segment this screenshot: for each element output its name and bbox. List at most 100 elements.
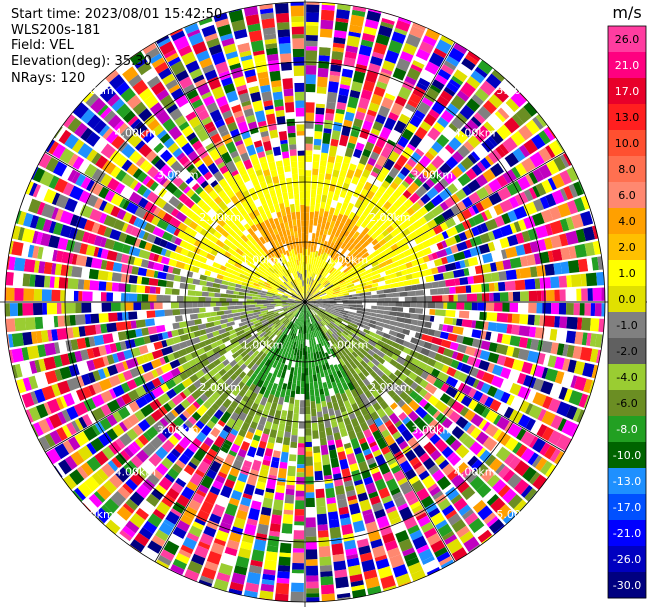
radar-gate [418, 206, 429, 216]
radar-gate [365, 482, 377, 495]
radar-gate [271, 334, 278, 341]
radar-gate [266, 351, 272, 358]
radar-gate [324, 112, 335, 121]
radar-gate [217, 419, 226, 427]
radar-gate [534, 314, 541, 326]
radar-gate [256, 302, 263, 305]
radar-gate [459, 260, 466, 269]
radar-gate [363, 512, 376, 525]
radar-gate [256, 423, 265, 432]
radar-gate [457, 481, 470, 494]
radar-gate [382, 532, 396, 544]
radar-gate [291, 211, 296, 220]
radar-gate [338, 230, 346, 239]
radar-gate [137, 267, 148, 277]
radar-gate [351, 206, 359, 214]
radar-gate [214, 423, 224, 432]
radar-gate [456, 335, 464, 344]
radar-gate [509, 257, 522, 269]
radar-gate [230, 443, 241, 454]
radar-gate [380, 215, 388, 223]
radar-gate [376, 407, 387, 419]
radar-gate [122, 503, 135, 514]
radar-gate [355, 483, 366, 495]
radar-gate [261, 345, 269, 353]
radar-gate [403, 376, 414, 387]
radar-gate [305, 291, 308, 300]
radar-gate [388, 76, 403, 91]
radar-gate [576, 288, 582, 301]
radar-gate [384, 274, 391, 281]
radar-gate [474, 525, 488, 538]
radar-gate [424, 382, 438, 395]
radar-gate [488, 93, 503, 109]
radar-gate [100, 292, 107, 302]
radar-gate [354, 315, 364, 321]
radar-gate [446, 451, 457, 461]
radar-gate [277, 196, 284, 204]
radar-gate [305, 136, 313, 144]
radar-gate [306, 581, 319, 589]
radar-gate [399, 481, 413, 495]
radar-gate [305, 446, 313, 452]
radar-gate [357, 136, 367, 145]
radar-gate [313, 316, 319, 324]
radar-gate [441, 364, 450, 374]
radar-gate [474, 87, 490, 102]
radar-gate [505, 98, 520, 113]
radar-gate [318, 312, 326, 318]
radar-gate [455, 310, 460, 318]
radar-gate [275, 361, 282, 371]
radar-gate [385, 506, 397, 514]
radar-gate [444, 217, 457, 229]
radar-gate [259, 352, 267, 361]
radar-gate [433, 181, 446, 193]
radar-gate [332, 290, 340, 295]
radar-gate [290, 390, 296, 398]
radar-gate [343, 292, 350, 296]
radar-gate [366, 109, 377, 117]
radar-gate [197, 484, 209, 494]
radar-gate [254, 455, 263, 462]
radar-gate [497, 186, 512, 201]
radar-gate [290, 582, 304, 592]
radar-gate [195, 431, 207, 443]
radar-gate [316, 403, 322, 413]
radar-gate [405, 420, 418, 434]
radar-gate [243, 358, 252, 367]
radar-gate [366, 457, 376, 466]
radar-gate [416, 544, 430, 554]
radar-gate [202, 457, 212, 466]
radar-gate [230, 400, 239, 409]
radar-gate [462, 196, 473, 208]
radar-gate [555, 329, 568, 343]
radar-gate [344, 335, 352, 342]
radar-gate [541, 340, 553, 354]
radar-gate [442, 295, 449, 302]
radar-gate [416, 296, 425, 302]
radar-gate [591, 364, 599, 379]
radar-gate [454, 222, 466, 234]
radar-gate [378, 487, 391, 499]
radar-gate [339, 303, 349, 307]
radar-gate [227, 305, 235, 310]
radar-gate [384, 174, 394, 184]
radar-gate [360, 39, 374, 48]
radar-gate [367, 344, 374, 351]
radar-gate [293, 333, 297, 339]
radar-gate [292, 548, 305, 553]
radar-gate [399, 460, 413, 474]
radar-gate [459, 104, 475, 120]
radar-gate [246, 446, 257, 458]
radar-gate [146, 310, 156, 318]
radar-gate [387, 389, 397, 398]
radar-gate [528, 436, 539, 449]
radar-gate [299, 319, 303, 328]
radar-gate [341, 467, 351, 478]
radar-gate [300, 380, 305, 388]
radar-gate [314, 314, 321, 322]
radar-gate [456, 343, 468, 354]
radar-gate [325, 274, 332, 280]
radar-gate [324, 334, 330, 342]
radar-gate [348, 211, 356, 221]
